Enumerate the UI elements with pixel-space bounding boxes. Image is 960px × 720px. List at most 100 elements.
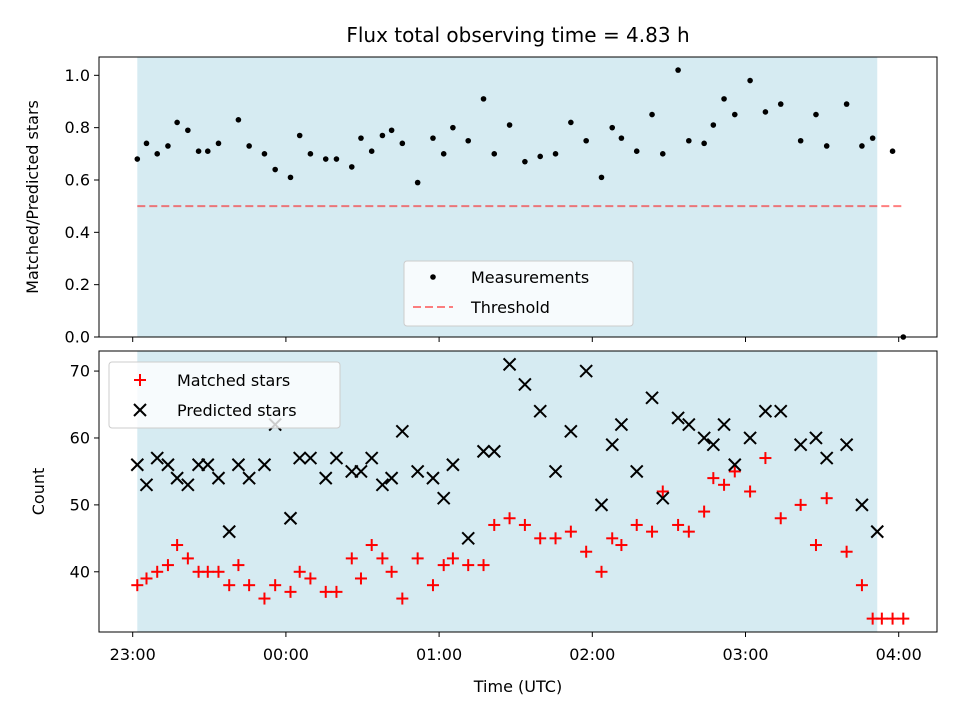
x-tick-label: 03:00 [722,645,768,664]
predicted-star-point [594,498,609,512]
matched-star-point [437,559,450,572]
matched-star-point [161,559,174,572]
measurement-point [388,127,395,134]
bottom-axes-frame [98,350,938,633]
x-axis-label: Time (UTC) [473,677,562,696]
predicted-star-point [395,424,410,438]
predicted-star-point [461,531,475,546]
predicted-star-point [257,458,272,472]
top-legend-box [403,260,634,327]
measurement-point [777,101,784,107]
measurement-point [143,140,150,147]
matched-star-point [488,518,501,531]
predicted-star-point [222,524,236,539]
matched-star-point [396,592,409,605]
predicted-star-point [476,444,491,459]
matched-star-point [319,585,332,598]
measurement-point [869,135,876,141]
predicted-star-point [728,458,742,472]
legend-marker-predicted [133,403,147,417]
matched-star-point [181,552,194,565]
measurement-point [465,137,472,144]
matched-star-point [707,472,720,485]
top-axes-frame [98,56,938,338]
measurement-point [174,119,180,126]
predicted-star-point [292,451,307,465]
measurement-point [686,137,692,144]
measurement-point [307,151,314,157]
bottom-ytick-label: 70 [70,362,90,381]
matched-star-point [595,565,608,578]
matched-star-point [656,485,669,498]
predicted-star-point [793,437,808,452]
predicted-star-point [319,471,333,485]
measurement-point [333,156,340,162]
predicted-star-point [150,451,164,465]
predicted-star-point [819,451,834,465]
measurement-point [204,148,211,155]
measurement-point [348,164,355,170]
measurement-point [762,109,769,115]
chart-title: Flux total observing time = 4.83 h [346,23,689,47]
measurement-point [721,96,727,102]
x-tick-label: 01:00 [416,645,462,664]
matched-star-point [503,512,516,525]
measurement-point [522,158,528,165]
matched-star-point [345,552,358,565]
bottom-y-axis-label: Count [29,468,48,516]
matched-star-point [875,612,888,625]
measurement-point [235,117,242,123]
matched-star-point [232,559,245,572]
predicted-star-point [682,417,696,432]
measurement-point [322,156,329,162]
measurement-point [491,151,498,157]
predicted-star-point [809,431,823,445]
measurement-point [506,122,513,128]
matched-star-point [365,539,378,552]
matched-star-point [549,532,562,545]
predicted-star-point [201,458,215,472]
measurement-point [843,101,850,107]
predicted-star-point [855,498,869,512]
predicted-star-point [231,458,246,472]
predicted-star-point [303,451,318,465]
measurement-point [701,140,707,147]
matched-star-point [564,525,577,538]
measurement-point [537,153,544,160]
legend-label-matched: Matched stars [177,371,290,390]
bottom-legend: Matched stars Predicted stars [108,361,341,429]
matched-star-point [615,539,628,552]
predicted-star-point [645,391,659,405]
x-tick-label: 04:00 [876,645,922,664]
bottom-ytick-label: 40 [70,562,90,581]
measurement-point [649,111,655,118]
matched-star-point [774,512,787,525]
matched-star-point [446,552,459,565]
measurement-point [261,151,268,157]
top-legend: Measurements Threshold [403,260,634,327]
predicted-star-point [564,424,578,438]
matched-star-point [376,552,389,565]
measurement-point [583,137,589,144]
measurement-point [246,143,252,149]
matched-star-point [330,585,343,598]
predicted-star-point [870,524,884,539]
measurement-point [165,143,171,149]
measurement-point [134,156,141,162]
predicted-star-point [242,471,256,485]
measurement-point [797,137,804,144]
measurement-point [889,148,896,155]
measurement-point [598,174,605,181]
legend-label-measurements: Measurements [471,268,589,287]
legend-marker-matched [134,374,146,386]
predicted-star-point [375,478,390,492]
measurement-point [552,151,559,157]
measurement-point [450,124,456,131]
bottom-legend-box [108,361,341,429]
measurement-point [154,151,161,157]
matched-star-point [897,612,910,625]
top-ytick-label: 0.8 [65,118,90,137]
matched-star-point [718,478,731,491]
measurement-point [480,96,487,102]
